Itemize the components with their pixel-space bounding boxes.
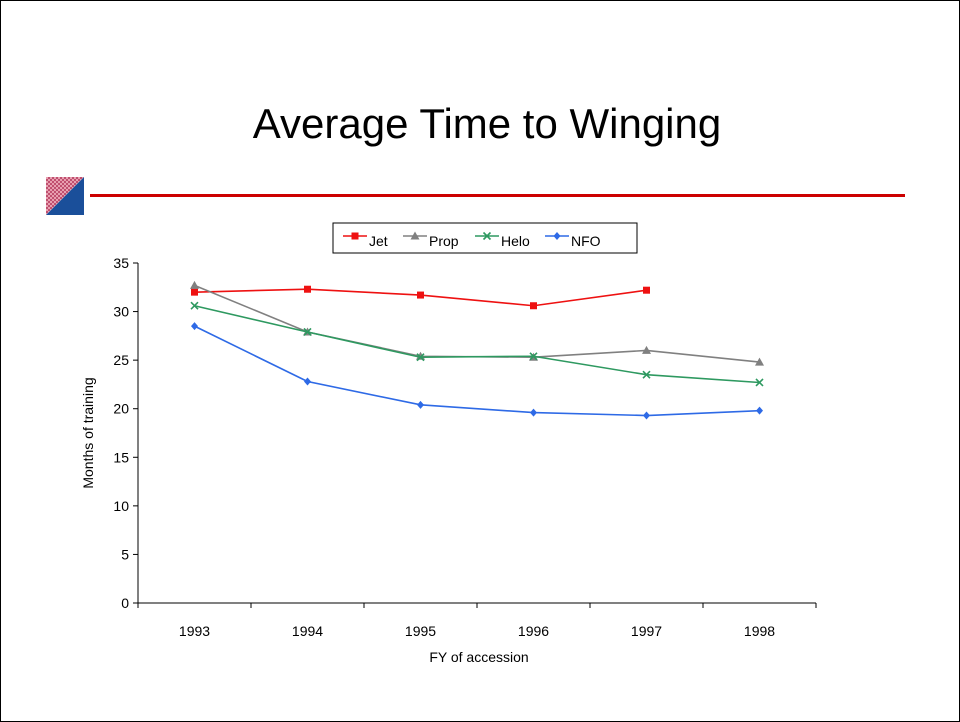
diamond-marker [553, 232, 561, 240]
legend-label: NFO [571, 233, 601, 249]
diamond-marker [530, 408, 537, 417]
y-tick-label: 15 [113, 449, 129, 465]
diamond-marker [756, 406, 763, 415]
triangle-marker [642, 345, 651, 354]
y-tick-label: 25 [113, 352, 129, 368]
diamond-marker [304, 377, 311, 386]
triangle-marker [410, 231, 420, 240]
x-tick-label: 1994 [292, 623, 323, 639]
diamond-marker [191, 322, 198, 331]
y-tick-label: 0 [121, 595, 129, 611]
square-marker [530, 302, 537, 310]
x-marker [482, 231, 492, 241]
series-line-prop [194, 284, 760, 363]
y-tick-label: 5 [121, 546, 129, 562]
series-nfo [191, 322, 763, 420]
x-marker [416, 353, 425, 362]
series-line-helo [194, 304, 760, 384]
y-tick-label: 35 [113, 255, 129, 271]
x-marker [190, 301, 199, 310]
x-marker [303, 327, 312, 337]
chart-series [190, 280, 764, 420]
series-helo [190, 301, 764, 387]
y-tick-label: 10 [113, 498, 129, 514]
legend-box [332, 222, 638, 254]
y-tick-label: 30 [113, 304, 129, 320]
title-underline [90, 194, 905, 197]
x-tick-label: 1998 [744, 623, 775, 639]
chart-axes: 0 5 10 15 20 25 30 35 1993 1994 1995 1996 1997 1998 [113, 255, 817, 639]
page-title: Average Time to Winging [252, 100, 722, 147]
legend-item-jet: Jet [343, 232, 388, 249]
legend-label: Helo [501, 233, 530, 249]
series-line-nfo [194, 325, 760, 417]
legend-item-prop: Prop [403, 231, 459, 249]
square-marker [304, 285, 311, 293]
triangle-marker [755, 357, 764, 366]
x-tick-label: 1996 [518, 623, 549, 639]
x-tick-label: 1993 [179, 623, 210, 639]
diamond-marker [417, 400, 424, 409]
legend-label: Jet [369, 233, 388, 249]
x-marker [529, 352, 538, 361]
diamond-marker [643, 411, 650, 420]
series-jet [191, 285, 650, 310]
legend-item-nfo: NFO [545, 232, 601, 249]
square-marker [191, 288, 198, 296]
x-tick-label: 1995 [405, 623, 436, 639]
legend-item-helo: Helo [475, 231, 530, 249]
diagonal-split-square-icon [46, 177, 84, 215]
legend: Jet Prop Helo NFO [332, 222, 638, 254]
x-marker [755, 378, 764, 387]
x-marker [642, 370, 651, 379]
legend-label: Prop [429, 233, 459, 249]
square-marker [643, 286, 650, 294]
series-prop [190, 280, 764, 366]
x-tick-label: 1997 [631, 623, 662, 639]
triangle-marker [190, 280, 199, 289]
y-tick-label: 20 [113, 401, 129, 417]
y-axis-label: Months of training [80, 377, 96, 488]
square-marker [351, 232, 359, 240]
x-axis-label: FY of accession [429, 649, 528, 665]
square-marker [417, 291, 424, 299]
